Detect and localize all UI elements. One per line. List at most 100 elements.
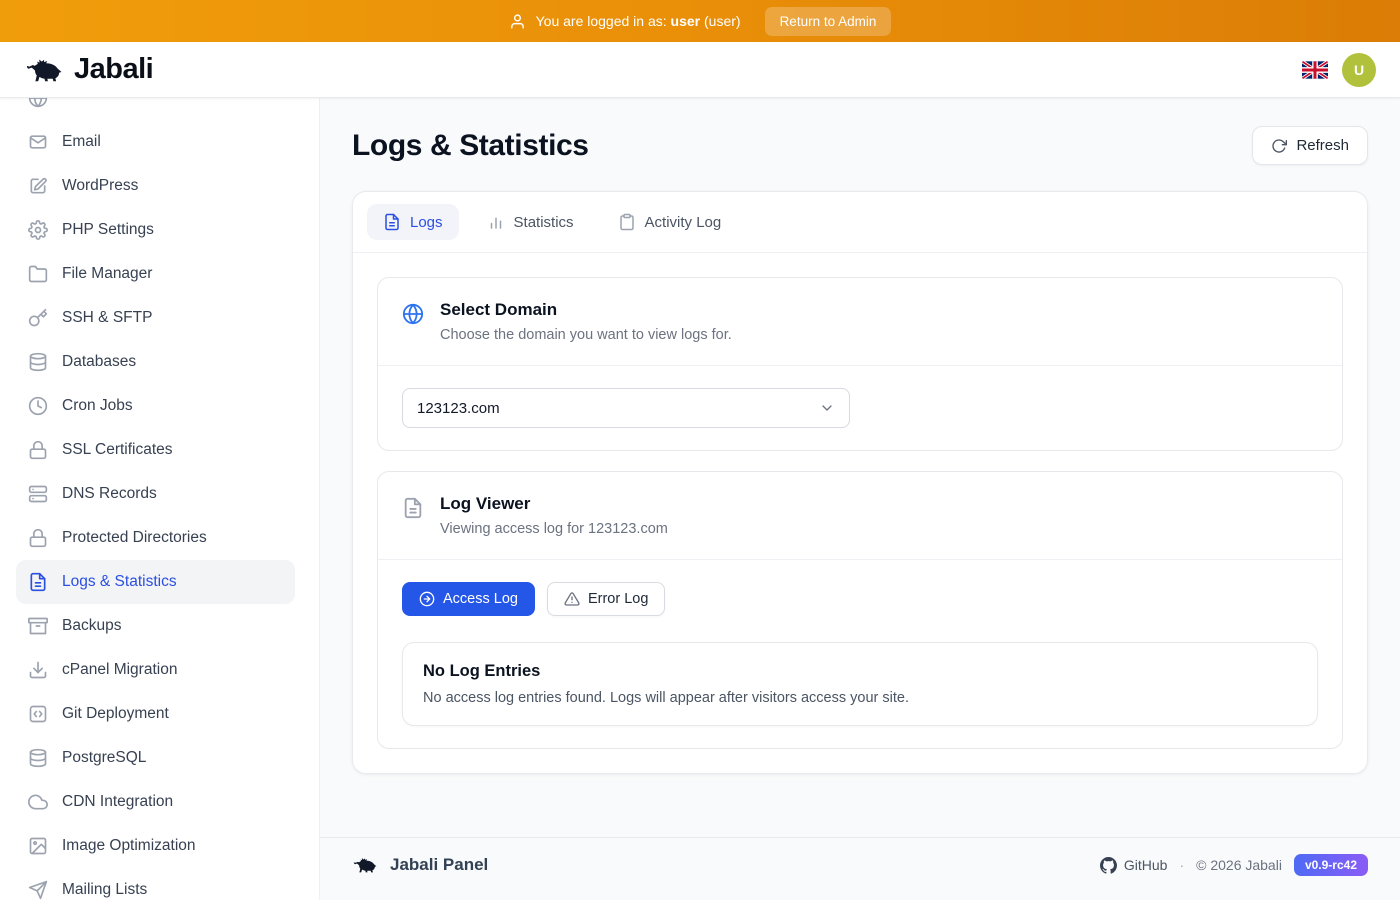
brand[interactable]: Jabali — [24, 53, 154, 86]
logged-in-username: user — [670, 13, 701, 29]
sidebar-item-label: SSH & SFTP — [62, 309, 153, 326]
file-text-icon — [402, 497, 424, 519]
no-log-entries-title: No Log Entries — [423, 662, 541, 680]
sidebar-item-label: PHP Settings — [62, 221, 154, 238]
sidebar-item-label: WordPress — [62, 177, 139, 194]
lock-icon — [28, 528, 48, 548]
version-badge[interactable]: v0.9-rc42 — [1293, 854, 1368, 876]
sidebar-item-label: DNS Records — [62, 485, 157, 502]
divider — [378, 365, 1342, 366]
domain-select[interactable]: 123123.com — [402, 388, 850, 428]
sidebar-item-cpanel-migration[interactable]: cPanel Migration — [16, 648, 295, 692]
impersonation-bar: You are logged in as: user (user) Return… — [0, 0, 1400, 42]
access-log-button[interactable]: Access Log — [402, 582, 535, 616]
sidebar-nav: Email WordPress PHP Settings File Manager SS… — [0, 98, 320, 900]
logged-in-role: (user) — [704, 13, 741, 29]
sidebar-item-wordpress[interactable]: WordPress — [16, 164, 295, 208]
arrow-right-circle-icon — [419, 591, 435, 607]
file-text-icon — [383, 213, 401, 231]
sidebar-item-label: Git Deployment — [62, 705, 169, 722]
select-domain-card: Select Domain Choose the domain you want… — [377, 277, 1343, 451]
sidebar-item-logs-statistics[interactable]: Logs & Statistics — [16, 560, 295, 604]
footer-copyright: © 2026 Jabali — [1196, 857, 1282, 873]
logged-in-text: You are logged in as: user (user) — [535, 13, 741, 29]
sidebar-item-label: Protected Directories — [62, 529, 207, 546]
sidebar-item-ssh-sftp[interactable]: SSH & SFTP — [16, 296, 295, 340]
clock-icon — [28, 396, 48, 416]
user-avatar[interactable]: U — [1342, 52, 1376, 87]
sidebar-item-cdn-integration[interactable]: CDN Integration — [16, 780, 295, 824]
refresh-button[interactable]: Refresh — [1252, 126, 1368, 165]
chevron-down-icon — [819, 400, 835, 416]
tab-statistics[interactable]: Statistics — [471, 204, 590, 240]
sidebar-item-label: Logs & Statistics — [62, 573, 177, 590]
tab-label: Activity Log — [644, 213, 722, 231]
server-icon — [28, 484, 48, 504]
globe-icon — [402, 303, 424, 325]
tab-label: Logs — [410, 213, 443, 231]
footer-brand: Jabali Panel — [352, 855, 488, 875]
logs-card: Logs Statistics Activity Log Select Domain… — [352, 191, 1368, 774]
tab-logs[interactable]: Logs — [367, 204, 459, 240]
sidebar-item-label: cPanel Migration — [62, 661, 178, 678]
sidebar-item-email[interactable]: Email — [16, 120, 295, 164]
github-link[interactable]: GitHub — [1099, 856, 1167, 874]
sidebar-item-label: Databases — [62, 353, 137, 370]
sidebar-item-file-manager[interactable]: File Manager — [16, 252, 295, 296]
divider — [353, 252, 1367, 253]
tab-activity-log[interactable]: Activity Log — [602, 204, 738, 240]
tabs-row: Logs Statistics Activity Log — [353, 192, 1367, 252]
sidebar-item-label: PostgreSQL — [62, 749, 147, 766]
log-viewer-subtitle: Viewing access log for 123123.com — [440, 521, 668, 537]
tab-label: Statistics — [513, 213, 574, 231]
sidebar-item-label: Image Optimization — [62, 837, 196, 854]
edit-icon — [28, 176, 48, 196]
sidebar-item-cron-jobs[interactable]: Cron Jobs — [16, 384, 295, 428]
key-icon — [28, 308, 48, 328]
github-icon — [1099, 856, 1117, 874]
lock-icon — [28, 440, 48, 460]
sidebar-item-databases[interactable]: Databases — [16, 340, 295, 384]
clipboard-icon — [618, 213, 636, 231]
return-to-admin-button[interactable]: Return to Admin — [764, 6, 892, 36]
select-domain-title: Select Domain — [440, 300, 558, 319]
sidebar-item-label: Backups — [62, 617, 122, 634]
mail-icon — [28, 132, 48, 152]
domain-select-value: 123123.com — [417, 399, 500, 417]
database-icon — [28, 748, 48, 768]
select-domain-subtitle: Choose the domain you want to view logs … — [440, 327, 732, 343]
log-viewer-title: Log Viewer — [440, 494, 531, 513]
bar-chart-icon — [487, 213, 505, 231]
sidebar-item-postgresql[interactable]: PostgreSQL — [16, 736, 295, 780]
cloud-icon — [28, 792, 48, 812]
folder-icon — [28, 264, 48, 284]
main-content: Logs & Statistics Refresh Logs Statistics… — [320, 98, 1400, 900]
brand-name: Jabali — [74, 53, 154, 85]
send-icon — [28, 880, 48, 900]
boar-logo-icon — [24, 54, 64, 86]
code-icon — [28, 704, 48, 724]
sidebar-item-partial-top[interactable] — [16, 98, 295, 120]
sidebar-item-label: CDN Integration — [62, 793, 174, 810]
sidebar-item-label: Mailing Lists — [62, 881, 148, 898]
sidebar-item-backups[interactable]: Backups — [16, 604, 295, 648]
sidebar-item-protected-directories[interactable]: Protected Directories — [16, 516, 295, 560]
footer-brand-name: Jabali Panel — [390, 855, 489, 874]
page-title: Logs & Statistics — [352, 128, 589, 162]
error-log-button[interactable]: Error Log — [546, 582, 666, 616]
sidebar-item-dns-records[interactable]: DNS Records — [16, 472, 295, 516]
sidebar-item-ssl-certificates[interactable]: SSL Certificates — [16, 428, 295, 472]
sidebar-item-php-settings[interactable]: PHP Settings — [16, 208, 295, 252]
sidebar-item-label: Email — [62, 133, 101, 150]
sidebar-item-image-optimization[interactable]: Image Optimization — [16, 824, 295, 868]
image-icon — [28, 836, 48, 856]
app-header: Jabali U — [0, 42, 1400, 98]
footer-separator: · — [1179, 857, 1185, 873]
sidebar-item-mailing-lists[interactable]: Mailing Lists — [16, 868, 295, 900]
no-log-entries-message: No access log entries found. Logs will a… — [423, 690, 909, 706]
uk-flag-icon[interactable] — [1302, 60, 1328, 79]
sidebar-item-label: Cron Jobs — [62, 397, 133, 414]
sidebar-item-git-deployment[interactable]: Git Deployment — [16, 692, 295, 736]
database-icon — [28, 352, 48, 372]
